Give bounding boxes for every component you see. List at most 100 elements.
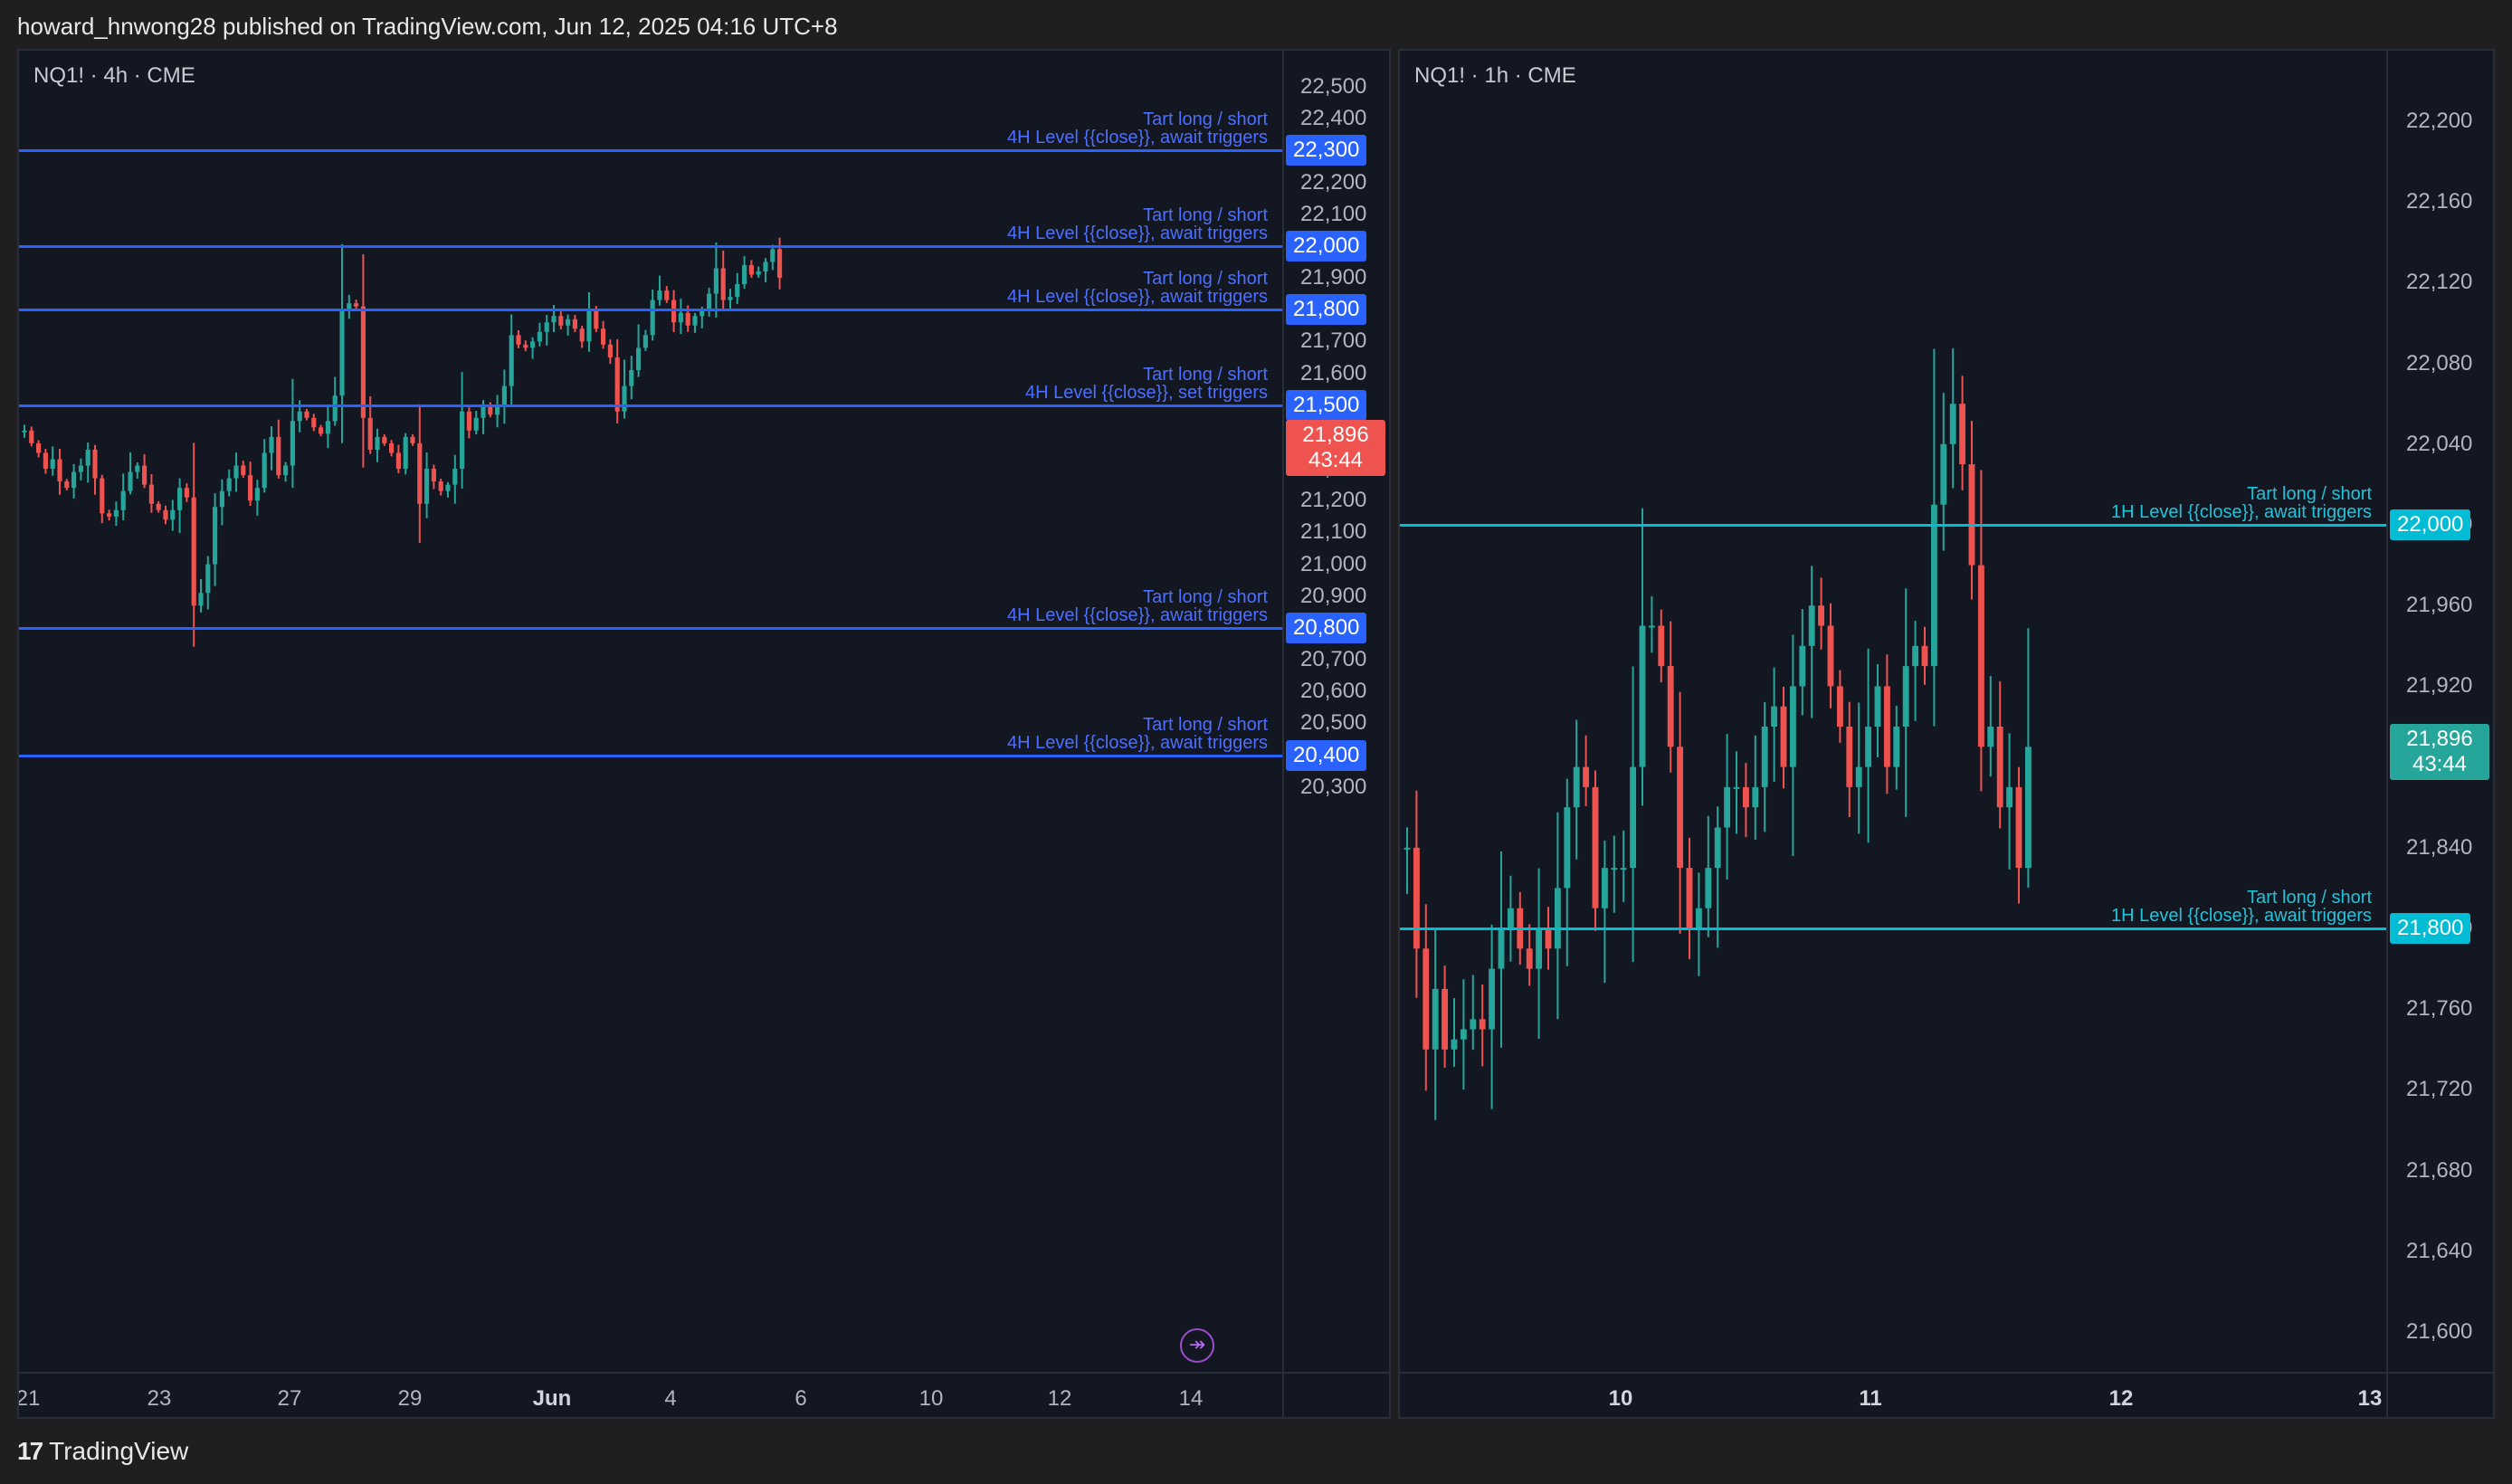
- price-tick: 21,640: [2406, 1238, 2473, 1263]
- candle: [205, 556, 211, 610]
- candle: [728, 289, 733, 310]
- level-label-line2: 1H Level {{close}}, await triggers: [2111, 906, 2372, 926]
- time-tick: Jun: [532, 1386, 572, 1411]
- price-tick: 22,040: [2406, 431, 2473, 456]
- candle: [1479, 985, 1486, 1067]
- symbol-title: NQ1! · 1h · CME: [1414, 63, 1576, 88]
- candle: [1742, 763, 1749, 838]
- level-line[interactable]: [19, 754, 1282, 757]
- level-label-line2: 4H Level {{close}}, await triggers: [1007, 287, 1268, 308]
- candle: [424, 452, 430, 518]
- chart-pane-1h[interactable]: NQ1! · 1h · CME 22,200 22,160 22,120 22,080…: [1398, 49, 2495, 1419]
- candle: [100, 474, 105, 524]
- level-line[interactable]: [19, 244, 1282, 248]
- candle: [1658, 609, 1665, 682]
- price-axis-border: [2386, 51, 2388, 1417]
- price-tick: 21,700: [1300, 328, 1367, 354]
- candle: [325, 405, 330, 449]
- candle: [1470, 975, 1477, 1051]
- candles-1h[interactable]: [1400, 51, 2386, 1372]
- level-line[interactable]: [1400, 524, 2386, 527]
- candle: [1648, 595, 1655, 653]
- level-price-tag: 21,500: [1286, 389, 1367, 421]
- candle: [1489, 924, 1496, 1109]
- candle: [544, 315, 549, 346]
- candle: [219, 479, 224, 526]
- candle: [495, 395, 500, 428]
- candles-4h[interactable]: [19, 51, 1282, 1372]
- candle: [1780, 686, 1787, 789]
- candle: [1498, 851, 1505, 1048]
- level-line[interactable]: [19, 149, 1282, 153]
- candle: [410, 434, 415, 446]
- chart-pane-4h[interactable]: NQ1! · 4h · CME 22,500 22,400 22,300 22,200…: [17, 49, 1391, 1419]
- candle: [389, 440, 395, 457]
- candle: [713, 242, 718, 319]
- level-line[interactable]: [19, 309, 1282, 312]
- candle: [756, 266, 761, 278]
- candle: [1761, 701, 1768, 832]
- price-tick: 20,900: [1300, 583, 1367, 608]
- candle: [650, 290, 655, 341]
- candle: [678, 299, 683, 335]
- price-tick: 21,680: [2406, 1157, 2473, 1183]
- candle: [742, 256, 747, 289]
- candle: [614, 338, 620, 424]
- time-tick: 6: [795, 1386, 807, 1411]
- candle: [1968, 421, 1975, 600]
- last-price-value: 21,896: [1302, 423, 1369, 447]
- candle: [1987, 676, 1994, 777]
- time-axis-border: [1400, 1372, 2493, 1374]
- candle: [1789, 634, 1796, 857]
- candle: [657, 275, 662, 306]
- candle: [163, 505, 168, 525]
- candle: [622, 359, 627, 419]
- candle: [1912, 620, 1919, 721]
- candle: [1724, 734, 1731, 880]
- level-label-line2: 4H Level {{close}}, await triggers: [1007, 604, 1268, 625]
- candle: [1714, 806, 1721, 948]
- candle: [304, 408, 309, 421]
- candle: [1865, 648, 1872, 843]
- jump-to-realtime-icon[interactable]: ↠: [1180, 1328, 1214, 1363]
- level-label: Tart long / short 1H Level {{close}}, awa…: [2111, 485, 2372, 521]
- candle: [431, 464, 436, 490]
- candle: [64, 479, 70, 490]
- candle: [1601, 840, 1608, 984]
- price-tick: 22,500: [1300, 74, 1367, 99]
- candle: [1846, 701, 1853, 817]
- candle: [71, 463, 77, 499]
- level-line[interactable]: [19, 626, 1282, 630]
- level-label-line1: Tart long / short: [2247, 484, 2372, 504]
- candle: [1752, 735, 1759, 840]
- candle: [262, 439, 267, 493]
- candle: [1460, 979, 1467, 1090]
- candle: [128, 452, 133, 495]
- candle: [1403, 827, 1411, 895]
- candle: [438, 479, 443, 496]
- candle: [177, 478, 183, 534]
- level-label-line1: Tart long / short: [1143, 269, 1268, 290]
- candle: [156, 500, 161, 513]
- time-tick: 10: [1608, 1386, 1633, 1411]
- candle: [78, 458, 83, 480]
- candle: [148, 474, 154, 513]
- candle: [311, 414, 317, 432]
- level-label: Tart long / short 4H Level {{close}}, awa…: [1007, 270, 1268, 306]
- candle: [707, 288, 712, 317]
- candle: [1949, 347, 1956, 489]
- level-line[interactable]: [19, 404, 1282, 407]
- candle: [1705, 815, 1712, 937]
- candle: [1940, 393, 1947, 551]
- tradingview-brand[interactable]: 17 TradingView: [17, 1437, 188, 1466]
- candle: [1432, 928, 1439, 1120]
- time-tick: 14: [1178, 1386, 1204, 1411]
- candle: [1883, 654, 1890, 794]
- candle: [1526, 924, 1533, 986]
- level-label-line2: 1H Level {{close}}, await triggers: [2111, 502, 2372, 522]
- level-line[interactable]: [1400, 928, 2386, 930]
- candle: [2024, 628, 2031, 889]
- price-tick: 21,920: [2406, 673, 2473, 699]
- time-tick: 10: [918, 1386, 944, 1411]
- price-tick: 21,760: [2406, 996, 2473, 1022]
